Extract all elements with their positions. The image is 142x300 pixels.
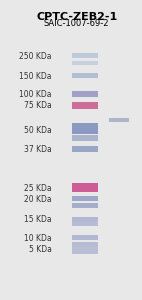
- Bar: [72, 203, 98, 208]
- Text: 75 KDa: 75 KDa: [24, 101, 52, 110]
- Text: 5 KDa: 5 KDa: [29, 245, 52, 254]
- Text: CPTC-ZEB2-1: CPTC-ZEB2-1: [36, 12, 117, 22]
- Bar: [72, 217, 98, 221]
- Text: 37 KDa: 37 KDa: [24, 145, 52, 154]
- Text: 15 KDa: 15 KDa: [24, 215, 52, 224]
- Text: 100 KDa: 100 KDa: [19, 90, 52, 99]
- Bar: [72, 146, 98, 152]
- Bar: [72, 73, 98, 78]
- Bar: [72, 135, 98, 141]
- Text: 20 KDa: 20 KDa: [24, 195, 52, 204]
- Bar: [72, 53, 98, 58]
- Text: 50 KDa: 50 KDa: [24, 126, 52, 135]
- Text: 10 KDa: 10 KDa: [24, 234, 52, 243]
- Bar: [72, 242, 98, 247]
- Bar: [109, 118, 129, 122]
- Text: 25 KDa: 25 KDa: [24, 184, 52, 193]
- Bar: [72, 235, 98, 240]
- Bar: [72, 247, 98, 254]
- Bar: [72, 123, 98, 134]
- Text: SAIC-1007-69-2: SAIC-1007-69-2: [44, 20, 109, 28]
- Text: 250 KDa: 250 KDa: [19, 52, 52, 62]
- Bar: [72, 221, 98, 226]
- Bar: [72, 91, 98, 97]
- Bar: [72, 61, 98, 65]
- Bar: [72, 183, 98, 192]
- Text: 150 KDa: 150 KDa: [19, 72, 52, 81]
- Bar: [72, 102, 98, 109]
- Bar: [72, 196, 98, 201]
